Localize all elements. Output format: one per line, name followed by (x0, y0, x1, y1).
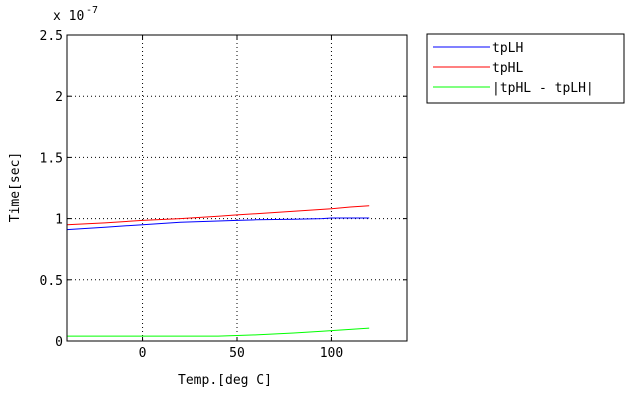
y-exponent-label: x 10 (53, 9, 84, 24)
x-axis-label: Temp.[deg C] (178, 373, 272, 388)
series-line-1 (66, 217, 370, 231)
y-tick-label: 2.5 (40, 29, 63, 44)
series-layer (66, 205, 370, 337)
legend: tpLH tpHL |tpHL - tpLH| (426, 33, 625, 104)
y-tick-label: 1 (55, 213, 63, 228)
legend-label-1: tpLH (492, 41, 523, 56)
grid-lines (67, 35, 407, 341)
axes-layer: 0 50 100 0 0.5 1 1.5 2 2.5 (40, 29, 408, 361)
x-tick-label: 100 (320, 346, 343, 361)
y-tick-label: 1.5 (40, 151, 63, 166)
legend-label-2: tpHL (492, 61, 523, 76)
legend-box (426, 33, 625, 104)
x-tick-label: 0 (139, 346, 147, 361)
series-line-3 (67, 327, 370, 337)
y-exponent-power: -7 (86, 5, 98, 16)
y-tick-label: 0 (55, 335, 63, 350)
y-tick-label: 0.5 (40, 274, 63, 289)
y-axis-label: Time[sec] (8, 152, 23, 222)
y-tick-label: 2 (55, 90, 63, 105)
series-line-2 (66, 205, 370, 226)
legend-label-3: |tpHL - tpLH| (492, 81, 594, 96)
x-tick-label: 50 (229, 346, 245, 361)
